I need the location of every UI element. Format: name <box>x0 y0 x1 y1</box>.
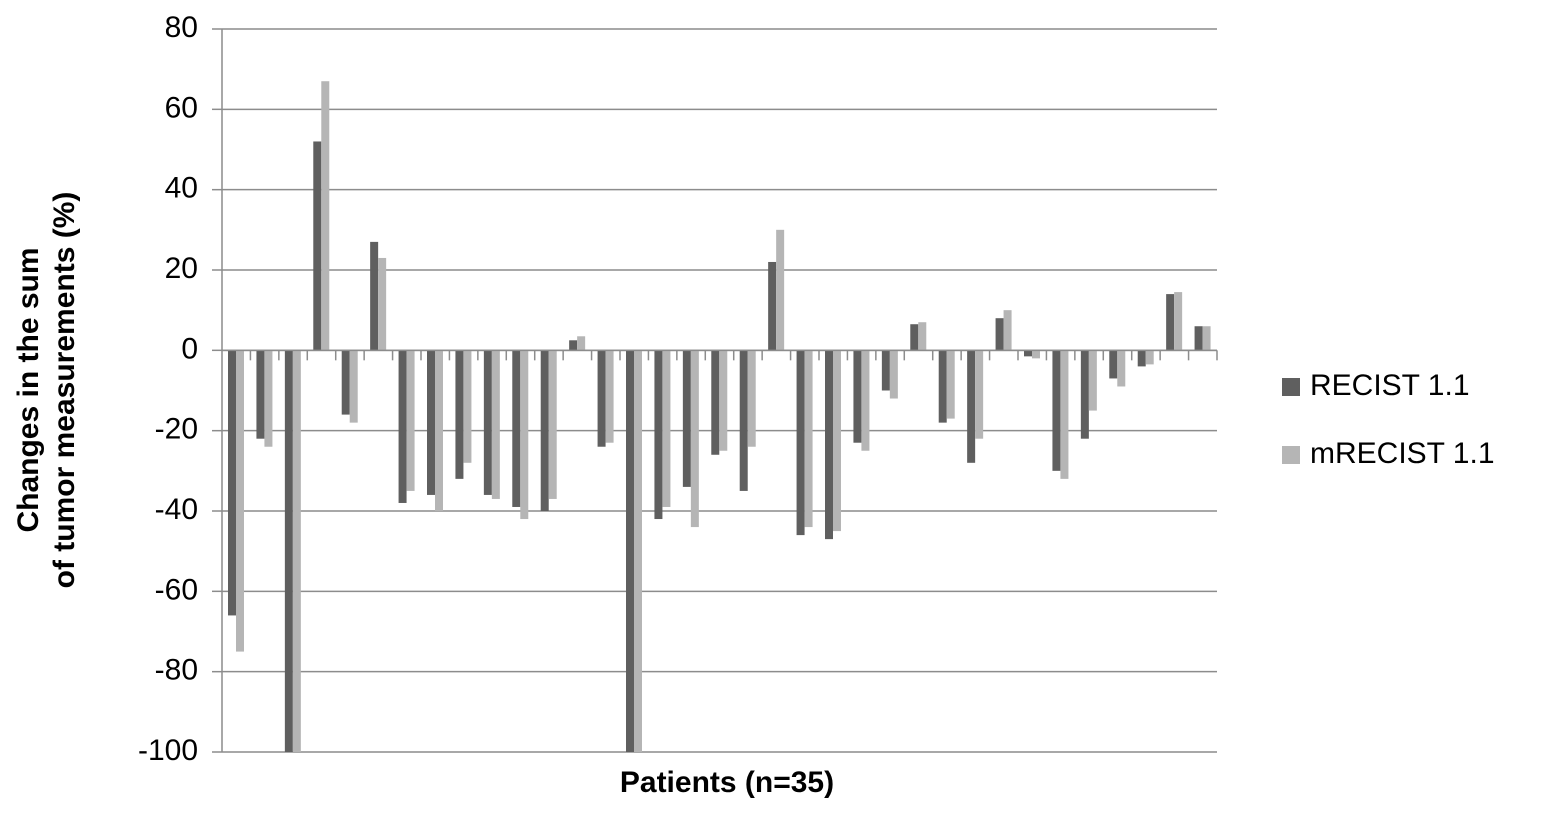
bar <box>228 350 236 616</box>
bar <box>406 350 415 491</box>
legend-label: mRECIST 1.1 <box>1310 437 1495 470</box>
bar <box>1024 350 1032 357</box>
bar <box>483 350 492 495</box>
bar <box>520 350 529 520</box>
y-tick-label: 40 <box>165 172 198 205</box>
bar <box>889 350 898 399</box>
bar <box>236 350 244 652</box>
bar <box>1109 350 1118 379</box>
bar <box>284 350 293 752</box>
y-tick-label: 60 <box>165 91 198 124</box>
bar <box>833 350 841 532</box>
bar <box>1202 326 1211 351</box>
bar <box>881 350 890 391</box>
bar <box>370 241 379 351</box>
bar <box>739 350 748 491</box>
bar <box>1088 350 1097 411</box>
legend-label: RECIST 1.1 <box>1310 369 1470 402</box>
y-axis-title: Changes in the sum <box>12 247 45 532</box>
bar <box>463 350 472 463</box>
bar <box>1194 326 1203 351</box>
bar <box>1145 350 1154 365</box>
bar <box>938 350 947 423</box>
bar <box>264 350 273 447</box>
y-tick-label: -20 <box>155 413 198 446</box>
bar <box>853 350 862 443</box>
bar <box>634 350 642 752</box>
bar <box>946 350 955 419</box>
bar <box>690 350 699 528</box>
bar <box>313 141 322 351</box>
bar <box>455 350 464 479</box>
bar <box>626 350 634 752</box>
bar <box>597 350 606 447</box>
bar <box>719 350 728 451</box>
bar <box>1052 350 1061 471</box>
bar <box>654 350 663 520</box>
bar <box>1137 350 1146 367</box>
y-tick-label: -60 <box>155 573 198 606</box>
y-axis-title: of tumor measurements (%) <box>48 192 81 589</box>
bar <box>435 350 443 511</box>
bar <box>1174 292 1183 351</box>
bar <box>975 350 984 439</box>
bar <box>512 350 521 507</box>
legend-swatch <box>1282 378 1300 396</box>
bar <box>569 340 578 351</box>
y-tick-label: -40 <box>155 493 198 526</box>
bar <box>711 350 720 455</box>
bar <box>747 350 756 447</box>
bar <box>256 350 265 439</box>
bar <box>321 81 330 351</box>
bar <box>540 350 549 511</box>
bar <box>861 350 870 451</box>
bar <box>548 350 557 499</box>
bar <box>605 350 614 443</box>
bar <box>349 350 358 423</box>
bar <box>1032 350 1040 359</box>
bar <box>776 229 785 351</box>
bar <box>768 261 777 351</box>
y-tick-label: 20 <box>165 252 198 285</box>
bar <box>292 350 301 752</box>
bar <box>398 350 407 503</box>
bar <box>341 350 350 415</box>
bar <box>491 350 500 499</box>
y-tick-label: 0 <box>181 332 198 365</box>
bar <box>682 350 691 487</box>
x-axis-title: Patients (n=35) <box>620 766 834 799</box>
bar <box>804 350 813 528</box>
bar <box>662 350 671 507</box>
bar <box>1166 294 1175 351</box>
legend-swatch <box>1282 446 1300 464</box>
bar <box>967 350 976 463</box>
bar <box>1117 350 1126 387</box>
bar <box>1080 350 1089 439</box>
bar <box>378 257 387 351</box>
bar <box>1060 350 1069 479</box>
bar <box>427 350 435 495</box>
bar <box>796 350 805 536</box>
y-tick-label: 80 <box>165 11 198 44</box>
bar <box>918 322 927 351</box>
y-tick-label: -100 <box>138 734 198 767</box>
bar <box>577 336 586 351</box>
bar <box>910 324 919 351</box>
bar <box>1003 310 1012 351</box>
bar <box>995 318 1004 351</box>
y-tick-label: -80 <box>155 654 198 687</box>
bar <box>825 350 833 540</box>
